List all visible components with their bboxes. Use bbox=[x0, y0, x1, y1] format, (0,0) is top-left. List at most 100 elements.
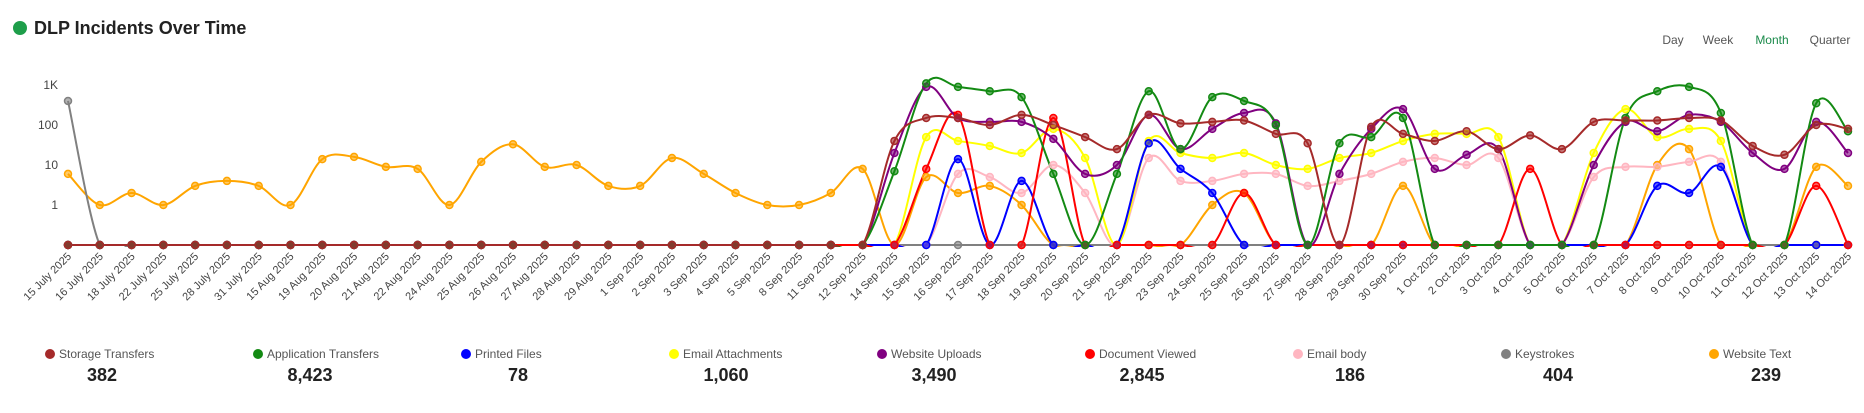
data-point bbox=[1494, 144, 1503, 154]
legend-label: Document Viewed bbox=[1099, 347, 1196, 361]
data-point bbox=[921, 79, 931, 88]
data-point bbox=[476, 240, 486, 250]
data-point bbox=[1239, 240, 1249, 250]
data-point bbox=[890, 166, 899, 176]
data-point bbox=[1653, 86, 1662, 96]
data-point bbox=[1049, 160, 1058, 170]
legend-item[interactable]: Keystrokes 404 bbox=[1501, 347, 1574, 385]
data-point bbox=[1208, 176, 1217, 186]
data-point bbox=[222, 240, 232, 250]
data-point bbox=[1843, 124, 1853, 134]
legend-item[interactable]: Printed Files 78 bbox=[461, 347, 542, 385]
legend-item[interactable]: Website Text 239 bbox=[1709, 347, 1792, 385]
data-point bbox=[159, 200, 168, 210]
data-point bbox=[953, 188, 963, 198]
data-point bbox=[572, 160, 581, 170]
data-point bbox=[1239, 96, 1249, 106]
data-point bbox=[1494, 132, 1503, 142]
data-point bbox=[985, 172, 995, 182]
legend-total: 2,845 bbox=[1119, 365, 1164, 385]
data-point bbox=[1684, 157, 1694, 167]
period-tab[interactable]: Quarter bbox=[1810, 33, 1851, 47]
data-point bbox=[1144, 86, 1153, 96]
legend-item[interactable]: Website Uploads 3,490 bbox=[877, 347, 982, 385]
data-point bbox=[1398, 181, 1408, 191]
data-point bbox=[381, 240, 391, 250]
series-line bbox=[68, 111, 1849, 247]
data-point bbox=[667, 153, 677, 163]
data-point bbox=[1080, 169, 1090, 179]
series-line bbox=[68, 112, 1849, 247]
legend-item[interactable]: Application Transfers 8,423 bbox=[253, 347, 379, 385]
data-point bbox=[1144, 153, 1153, 163]
data-point bbox=[1398, 240, 1408, 250]
data-point bbox=[1589, 117, 1598, 127]
legend-item[interactable]: Email Attachments 1,060 bbox=[669, 347, 782, 385]
data-point bbox=[1017, 240, 1026, 250]
data-point bbox=[890, 136, 899, 146]
data-point bbox=[1811, 181, 1821, 191]
data-point bbox=[318, 154, 327, 164]
legend-item[interactable]: Email body 186 bbox=[1293, 347, 1366, 385]
legend-total: 3,490 bbox=[911, 365, 956, 385]
data-point bbox=[1176, 240, 1185, 250]
data-point bbox=[572, 240, 581, 250]
data-point bbox=[1398, 104, 1408, 114]
data-point bbox=[1303, 181, 1312, 191]
data-point bbox=[1525, 131, 1535, 140]
data-point bbox=[1843, 148, 1853, 158]
data-point bbox=[1494, 240, 1503, 250]
data-point bbox=[1716, 108, 1726, 118]
data-point bbox=[921, 240, 931, 250]
legend-item[interactable]: Document Viewed 2,845 bbox=[1085, 347, 1196, 385]
data-point bbox=[1271, 169, 1281, 179]
data-point bbox=[286, 240, 295, 250]
data-point bbox=[635, 240, 645, 250]
data-point bbox=[159, 240, 168, 250]
data-point bbox=[1080, 240, 1090, 250]
period-tab[interactable]: Month bbox=[1755, 33, 1788, 47]
data-point bbox=[1557, 144, 1567, 154]
data-point bbox=[1208, 240, 1217, 250]
data-point bbox=[667, 240, 677, 250]
data-point bbox=[953, 82, 963, 92]
series-line bbox=[68, 108, 1848, 247]
legend-dot bbox=[45, 349, 55, 359]
legend-label: Website Text bbox=[1723, 347, 1792, 361]
data-point bbox=[1144, 139, 1153, 148]
data-point bbox=[1208, 124, 1217, 134]
legend-dot bbox=[461, 349, 471, 359]
period-tab[interactable]: Day bbox=[1662, 33, 1683, 47]
data-point bbox=[1335, 169, 1344, 179]
data-point bbox=[1684, 144, 1694, 154]
data-point bbox=[1208, 188, 1217, 198]
legend-total: 382 bbox=[87, 365, 117, 385]
legend-label: Website Uploads bbox=[891, 347, 982, 361]
legend-label: Email body bbox=[1307, 347, 1366, 361]
data-point bbox=[1335, 240, 1344, 250]
data-point bbox=[476, 157, 486, 167]
data-point bbox=[1494, 153, 1503, 163]
legend-dot bbox=[669, 349, 679, 359]
data-point bbox=[604, 240, 613, 250]
data-point bbox=[731, 240, 740, 250]
data-point bbox=[1335, 176, 1344, 186]
data-point bbox=[190, 240, 200, 250]
data-point bbox=[1239, 108, 1249, 118]
data-point bbox=[1271, 129, 1281, 139]
data-point bbox=[1811, 120, 1821, 130]
period-tab[interactable]: Week bbox=[1703, 33, 1734, 47]
data-point bbox=[1176, 119, 1185, 128]
data-point bbox=[1430, 164, 1440, 174]
data-point bbox=[1462, 126, 1471, 136]
data-point bbox=[381, 162, 391, 172]
data-point bbox=[1176, 176, 1185, 186]
data-point bbox=[540, 162, 550, 172]
data-point bbox=[1208, 153, 1217, 163]
data-point bbox=[1716, 116, 1726, 125]
data-point bbox=[254, 181, 263, 191]
legend-total: 78 bbox=[508, 365, 528, 385]
legend-item[interactable]: Storage Transfers 382 bbox=[45, 347, 154, 385]
data-point bbox=[1589, 160, 1598, 170]
y-tick-label: 1 bbox=[51, 198, 58, 212]
